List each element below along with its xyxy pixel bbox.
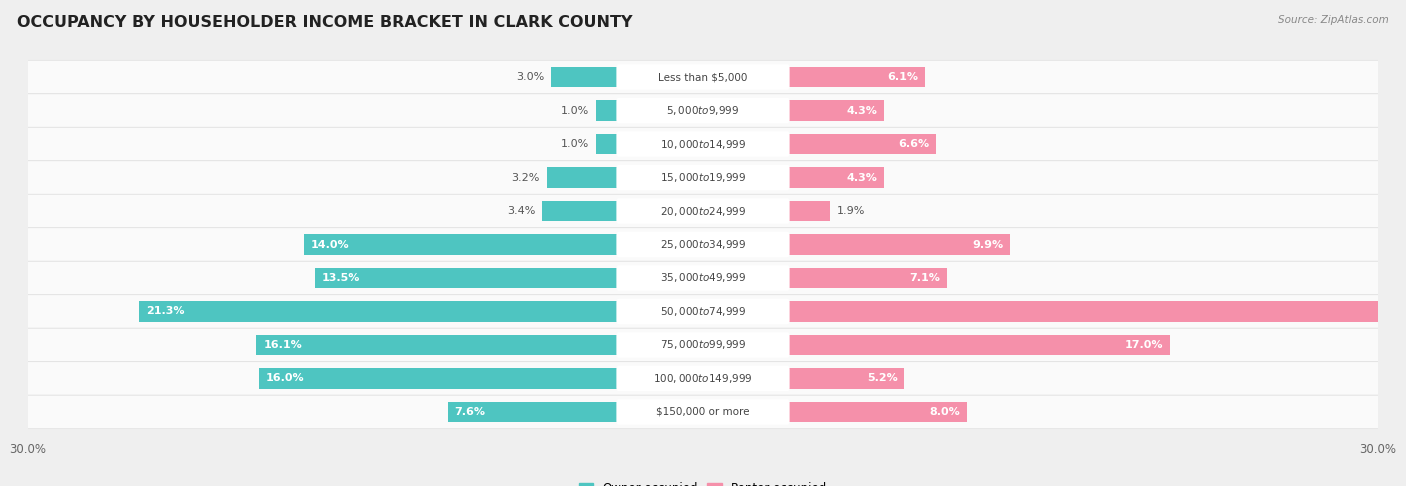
Bar [447, 401, 619, 422]
FancyBboxPatch shape [25, 60, 1381, 94]
FancyBboxPatch shape [616, 98, 790, 123]
Text: 21.3%: 21.3% [146, 307, 184, 316]
FancyBboxPatch shape [25, 127, 1381, 161]
FancyBboxPatch shape [25, 328, 1381, 362]
FancyBboxPatch shape [616, 198, 790, 224]
Bar [315, 268, 619, 288]
FancyBboxPatch shape [616, 165, 790, 190]
Text: $25,000 to $34,999: $25,000 to $34,999 [659, 238, 747, 251]
Text: 4.3%: 4.3% [846, 173, 877, 183]
Text: $15,000 to $19,999: $15,000 to $19,999 [659, 171, 747, 184]
Text: $100,000 to $149,999: $100,000 to $149,999 [654, 372, 752, 385]
Text: 7.1%: 7.1% [910, 273, 941, 283]
Text: 16.0%: 16.0% [266, 373, 304, 383]
Bar [256, 334, 619, 355]
Bar [543, 201, 619, 222]
FancyBboxPatch shape [25, 228, 1381, 261]
Legend: Owner-occupied, Renter-occupied: Owner-occupied, Renter-occupied [574, 477, 832, 486]
FancyBboxPatch shape [616, 232, 790, 257]
Text: OCCUPANCY BY HOUSEHOLDER INCOME BRACKET IN CLARK COUNTY: OCCUPANCY BY HOUSEHOLDER INCOME BRACKET … [17, 15, 633, 30]
Text: $50,000 to $74,999: $50,000 to $74,999 [659, 305, 747, 318]
Bar [547, 167, 619, 188]
Text: 1.9%: 1.9% [837, 206, 865, 216]
FancyBboxPatch shape [616, 366, 790, 391]
Text: 9.9%: 9.9% [972, 240, 1004, 249]
Text: 1.0%: 1.0% [561, 139, 589, 149]
Text: 6.6%: 6.6% [898, 139, 929, 149]
FancyBboxPatch shape [616, 131, 790, 157]
FancyBboxPatch shape [25, 295, 1381, 328]
Bar [259, 368, 619, 389]
Bar [787, 368, 904, 389]
Text: 1.0%: 1.0% [561, 105, 589, 116]
Text: Source: ZipAtlas.com: Source: ZipAtlas.com [1278, 15, 1389, 25]
Bar [551, 67, 619, 87]
Text: 14.0%: 14.0% [311, 240, 349, 249]
Text: $75,000 to $99,999: $75,000 to $99,999 [659, 338, 747, 351]
Bar [787, 301, 1406, 322]
Text: Less than $5,000: Less than $5,000 [658, 72, 748, 82]
Text: 6.1%: 6.1% [887, 72, 918, 82]
Bar [787, 100, 884, 121]
Bar [787, 167, 884, 188]
Text: 16.1%: 16.1% [263, 340, 302, 350]
Bar [787, 334, 1170, 355]
Text: 3.0%: 3.0% [516, 72, 544, 82]
Text: 3.2%: 3.2% [512, 173, 540, 183]
Bar [787, 67, 925, 87]
FancyBboxPatch shape [616, 332, 790, 358]
FancyBboxPatch shape [25, 94, 1381, 127]
Bar [787, 134, 936, 155]
Bar [787, 201, 830, 222]
FancyBboxPatch shape [616, 265, 790, 291]
Bar [596, 134, 619, 155]
Text: 8.0%: 8.0% [929, 407, 960, 417]
Text: 7.6%: 7.6% [454, 407, 485, 417]
Text: 17.0%: 17.0% [1125, 340, 1163, 350]
Bar [787, 234, 1010, 255]
Text: $10,000 to $14,999: $10,000 to $14,999 [659, 138, 747, 151]
Text: 13.5%: 13.5% [322, 273, 360, 283]
Bar [787, 401, 967, 422]
Bar [787, 268, 948, 288]
Text: $20,000 to $24,999: $20,000 to $24,999 [659, 205, 747, 218]
FancyBboxPatch shape [25, 395, 1381, 429]
FancyBboxPatch shape [616, 299, 790, 324]
Text: $35,000 to $49,999: $35,000 to $49,999 [659, 272, 747, 284]
Bar [139, 301, 619, 322]
Text: 4.3%: 4.3% [846, 105, 877, 116]
FancyBboxPatch shape [616, 399, 790, 425]
FancyBboxPatch shape [25, 261, 1381, 295]
Bar [596, 100, 619, 121]
Text: 3.4%: 3.4% [508, 206, 536, 216]
FancyBboxPatch shape [25, 194, 1381, 228]
Text: $150,000 or more: $150,000 or more [657, 407, 749, 417]
Text: 5.2%: 5.2% [868, 373, 897, 383]
Text: $5,000 to $9,999: $5,000 to $9,999 [666, 104, 740, 117]
Bar [304, 234, 619, 255]
FancyBboxPatch shape [25, 161, 1381, 194]
FancyBboxPatch shape [25, 362, 1381, 395]
FancyBboxPatch shape [616, 64, 790, 90]
